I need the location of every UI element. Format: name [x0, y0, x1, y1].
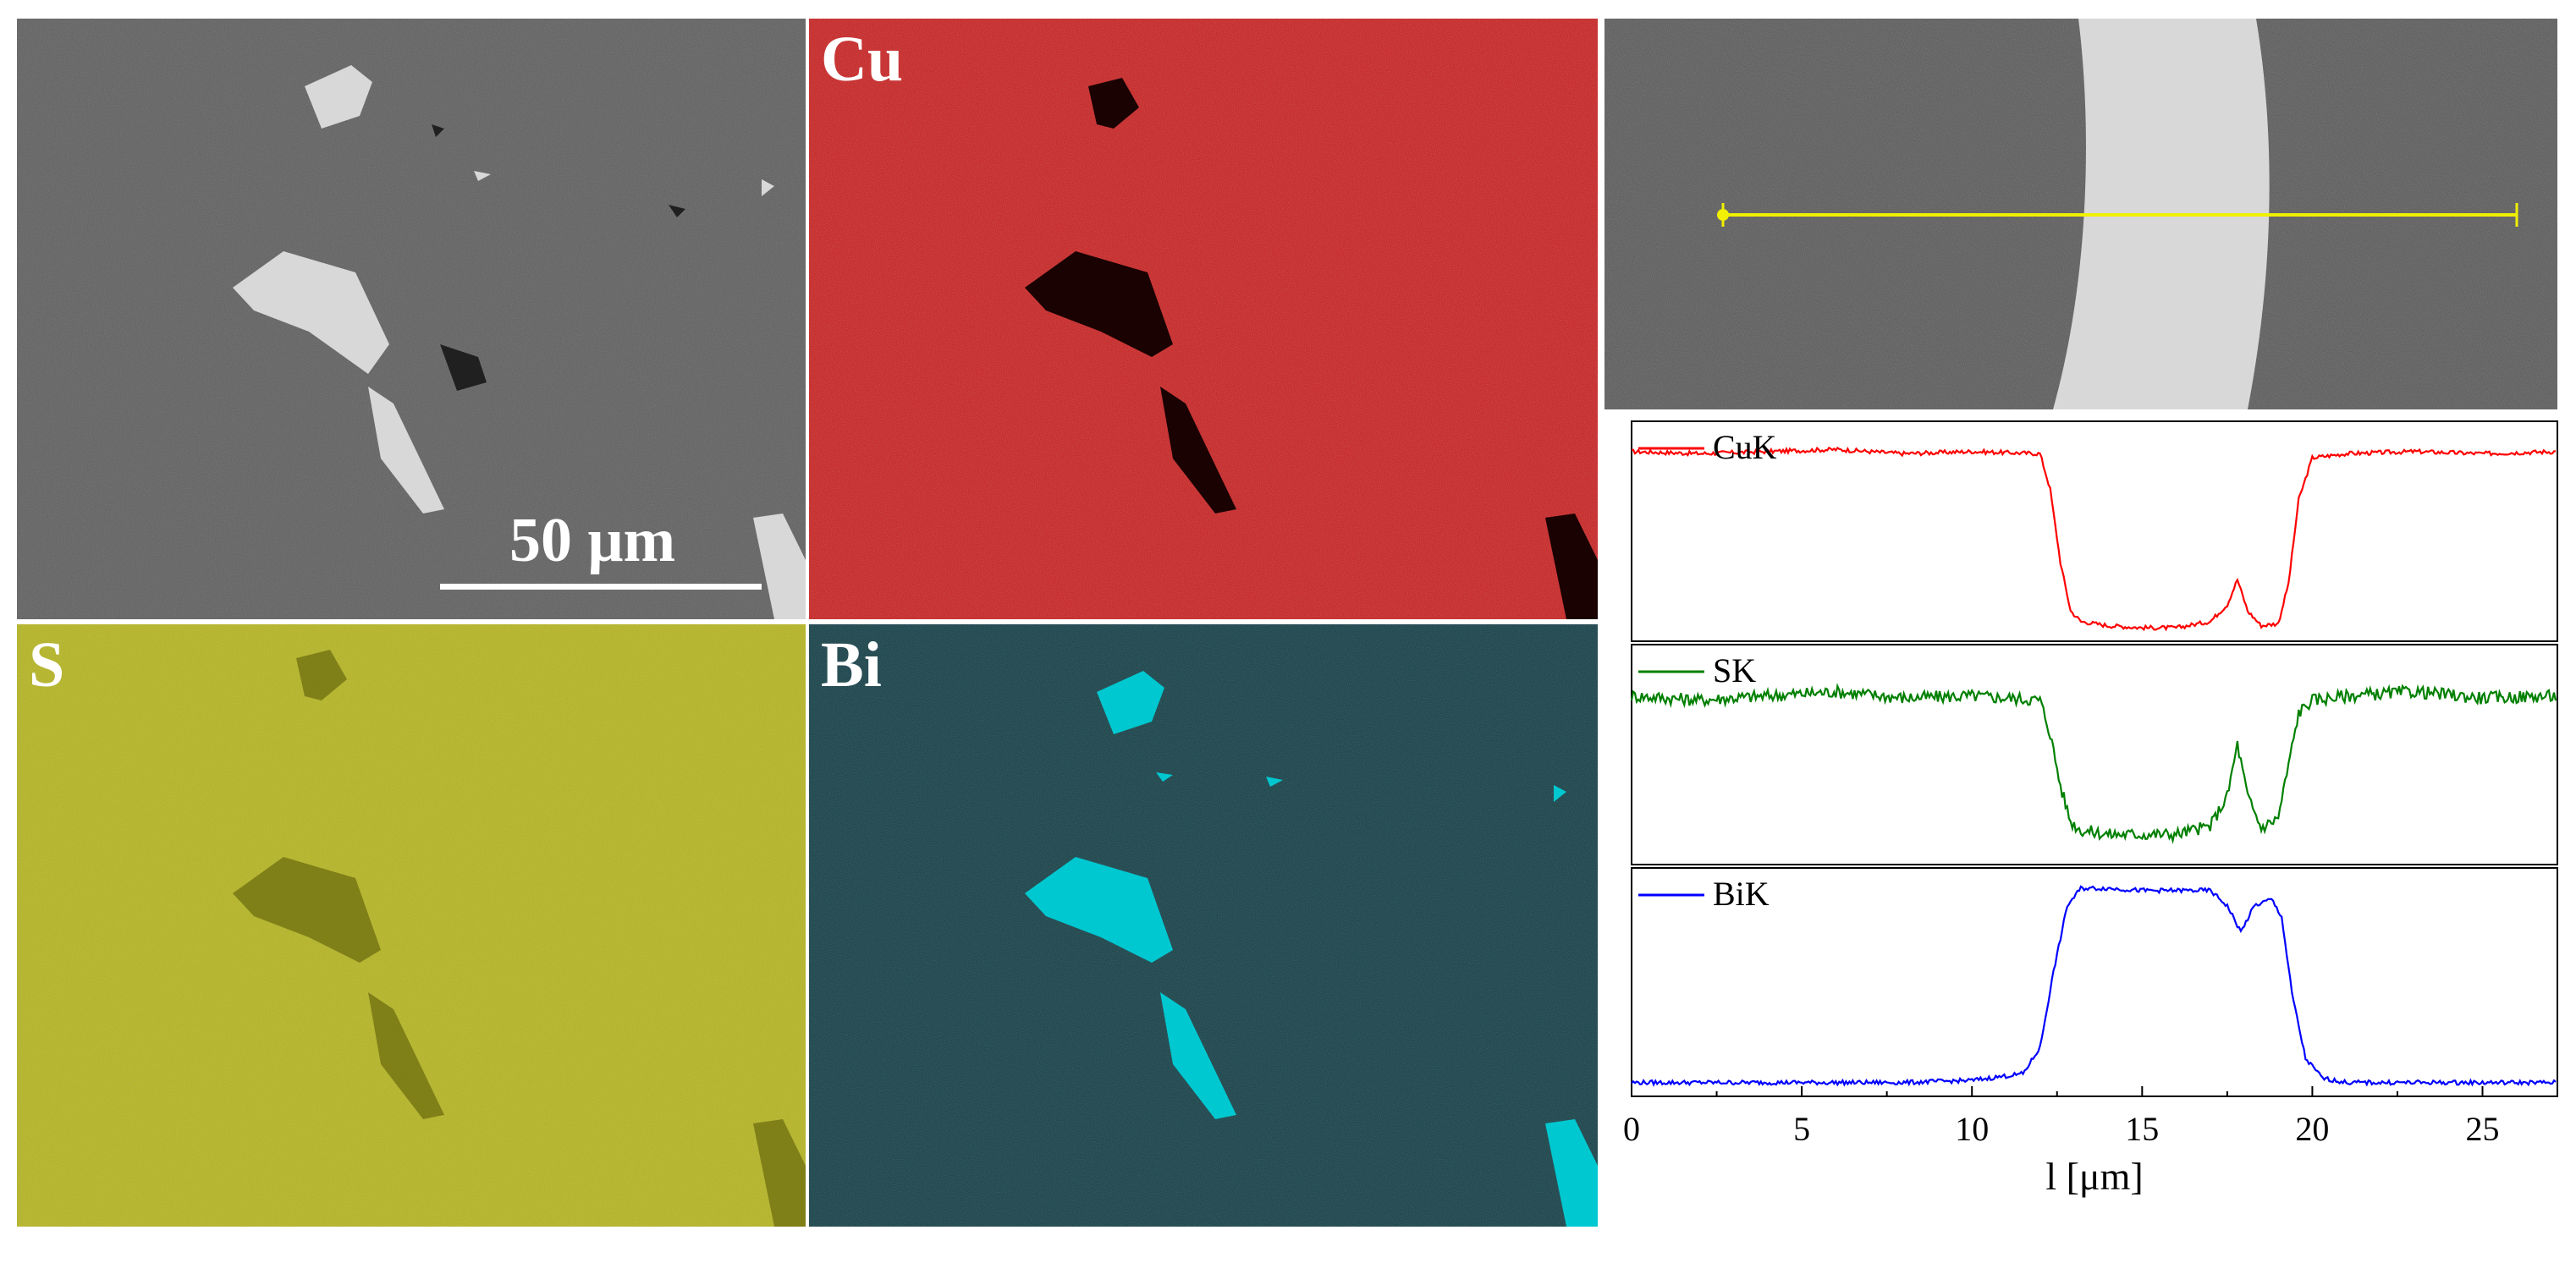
bi-map-label: Bi: [821, 629, 882, 700]
scale-bar-label: 50 μm: [509, 506, 676, 575]
x-tick-label: 20: [2295, 1110, 2329, 1148]
x-tick-label: 0: [1623, 1110, 1640, 1148]
cu-map-label: Cu: [821, 24, 904, 95]
series-line-BiK: [1631, 885, 2557, 1087]
sem-image-panel: 50 μm: [17, 19, 806, 619]
series-line-SK: [1630, 683, 2557, 844]
x-tick-label: 10: [1955, 1110, 1989, 1148]
subplot-frame: [1631, 644, 2558, 865]
x-tick-label: 5: [1793, 1110, 1810, 1148]
x-tick-label: 25: [2466, 1110, 2500, 1148]
legend-label-CuK: CuK: [1713, 428, 1777, 466]
legend-label-SK: SK: [1713, 651, 1756, 689]
x-tick-label: 15: [2125, 1110, 2159, 1148]
legend-label-BiK: BiK: [1713, 875, 1770, 913]
x-axis-label: l [μm]: [2045, 1155, 2143, 1198]
s-map-panel: S: [17, 624, 806, 1227]
scale-bar: [440, 584, 762, 590]
bi-map-panel: Bi: [809, 624, 1598, 1227]
subplot-frame: [1631, 867, 2558, 1097]
s-map-label: S: [29, 629, 65, 700]
series-line-CuK: [1631, 446, 2557, 632]
linescan-image-panel: [1604, 19, 2557, 409]
subplot-frame: [1631, 420, 2558, 642]
linescan-chart: CuK SK BiK 0 5 10 15 20 25 l [μm]: [1599, 415, 2576, 1259]
cu-map-panel: Cu: [809, 19, 1598, 619]
